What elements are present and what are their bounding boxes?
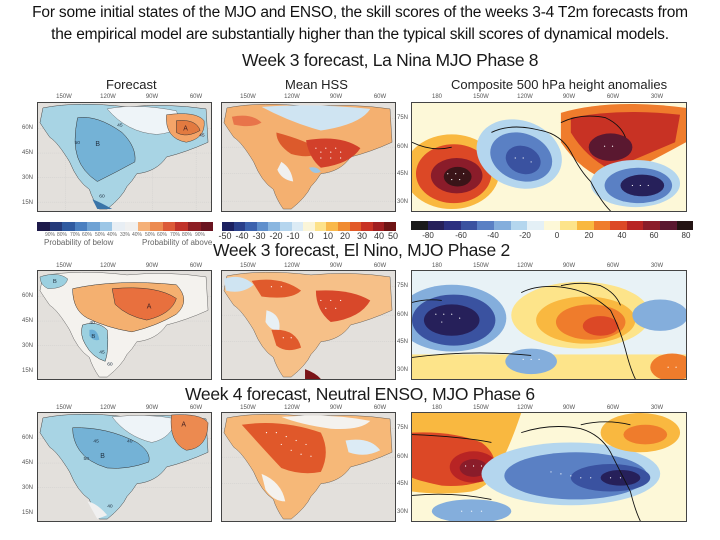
row-3-hss-map <box>221 412 396 522</box>
row-2-hss-lat-ticks: 75N 60N 45N 30N <box>397 283 409 373</box>
svg-text:50: 50 <box>75 140 81 146</box>
slide-title: For some initial states of the MJO and E… <box>0 2 720 46</box>
row-2-hss-map <box>221 270 396 380</box>
z500-colorbar <box>411 221 694 230</box>
row-1-forecast-lon-ticks: 150W 120W 90W 60W <box>56 94 203 100</box>
row-3-hss-lon-ticks: 150W 120W 90W 60W <box>240 405 387 411</box>
row-1-forecast-lat-ticks: 60N 45N 30N 15N <box>22 125 34 206</box>
row-3-z500-lon-ticks: 180 150W 120W 90W 60W 30W <box>431 405 664 411</box>
row-2-hss-lon-ticks: 150W 120W 90W 60W <box>240 263 387 269</box>
row-1-z500-map <box>411 102 687 212</box>
svg-text:45: 45 <box>93 438 99 444</box>
row-3-forecast-lon-ticks: 150W 120W 90W 60W <box>56 405 203 411</box>
row-3-hss-lat-ticks: 75N 60N 45N 30N <box>397 425 409 515</box>
row-1-z500-lon-ticks: 180 150W 120W 90W 60W 30W <box>431 94 664 100</box>
row-1-hss-lat-ticks: 75N 60N 45N 30N <box>397 115 409 205</box>
svg-text:45: 45 <box>117 123 123 129</box>
probability-colorbar-labels: 90% 80% 70% 60% 50% 40% 33% 40% 50% 60% … <box>44 232 206 238</box>
slide-title-line-1: For some initial states of the MJO and E… <box>32 4 688 21</box>
probability-colorbar <box>37 222 214 231</box>
svg-text:60: 60 <box>99 193 105 199</box>
probability-below-caption: Probability of below <box>44 238 114 247</box>
row-3-forecast-lat-ticks: 60N 45N 30N 15N <box>22 435 34 516</box>
svg-text:B: B <box>100 453 105 460</box>
svg-text:40: 40 <box>107 503 113 509</box>
svg-text:B: B <box>91 334 95 340</box>
panel-title-hss: Mean HSS <box>285 77 348 92</box>
svg-text:45: 45 <box>199 132 205 138</box>
svg-text:B: B <box>53 279 57 285</box>
row-1-title: Week 3 forecast, La Nina MJO Phase 8 <box>242 50 539 70</box>
row-2-title: Week 3 forecast, El Nino, MJO Phase 2 <box>213 240 510 260</box>
svg-text:B: B <box>95 141 100 148</box>
panel-title-z500: Composite 500 hPa height anomalies <box>451 77 668 92</box>
probability-above-caption: Probability of above <box>142 238 213 247</box>
svg-text:45: 45 <box>99 349 105 355</box>
hss-colorbar <box>222 222 396 231</box>
row-2-z500-map <box>411 270 687 380</box>
row-1-hss-lon-ticks: 150W 120W 90W 60W <box>240 94 387 100</box>
svg-text:A: A <box>181 422 186 429</box>
row-1-forecast-map: B A 45 50 60 45 <box>37 102 212 212</box>
hss-colorbar-ticks: -50 -40 -30 -20 -10 0 10 20 30 40 50 <box>218 231 399 241</box>
svg-text:A: A <box>147 303 152 310</box>
z500-colorbar-ticks: -80 -60 -40 -20 0 20 40 60 80 <box>422 231 691 240</box>
row-3-z500-map <box>411 412 687 522</box>
row-2-z500-lon-ticks: 180 150W 120W 90W 60W 30W <box>431 263 664 269</box>
svg-text:60: 60 <box>107 361 113 367</box>
row-3-title: Week 4 forecast, Neutral ENSO, MJO Phase… <box>185 384 535 404</box>
row-2-forecast-lon-ticks: 150W 120W 90W 60W <box>56 263 203 269</box>
row-1-hss-map <box>221 102 396 212</box>
slide-title-line-2: the empirical model are substantially hi… <box>51 26 669 43</box>
panel-title-forecast: Forecast <box>106 77 157 92</box>
row-2-forecast-lat-ticks: 60N 45N 30N 15N <box>22 293 34 374</box>
svg-text:40: 40 <box>89 320 95 326</box>
svg-text:50: 50 <box>83 456 89 462</box>
svg-text:A: A <box>183 126 188 133</box>
svg-text:40: 40 <box>127 438 133 444</box>
row-2-forecast-map: B A B 40 45 60 <box>37 270 212 380</box>
row-3-forecast-map: B A 45 40 50 40 <box>37 412 212 522</box>
